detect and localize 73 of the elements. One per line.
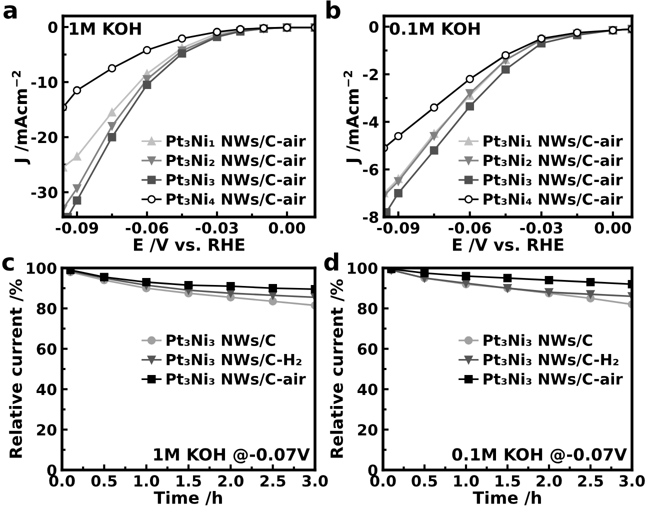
y-tick-label: 40 [36,384,56,396]
y-tick-label: 80 [358,302,378,314]
legend-label: Pt₃Ni₁ NWs/C-air [484,134,623,148]
x-tick-label: 3.0 [302,475,328,487]
x-axis-title: Time /h [154,491,222,506]
x-tick-label: 0.00 [594,222,632,234]
legend-label: Pt₃Ni₃ NWs/C [166,334,276,348]
x-tick-label: 2.5 [260,475,286,487]
y-tick-label: -30 [31,186,58,198]
y-axis-title: J /mAcm$^{−2}$ [344,70,362,165]
x-axis-title: E /V vs. RHE [134,238,244,252]
x-tick-label: 0.0 [49,475,75,487]
y-axis-title: J /mAcm$^{−2}$ [12,70,30,165]
x-tick-label: -0.03 [520,222,562,234]
x-tick-label: -0.09 [56,222,98,234]
y-tick-label: 0 [368,464,378,476]
y-tick-label: 20 [37,424,56,436]
legend-label: Pt₃Ni₄ NWs/C-air [166,193,306,206]
x-tick-label: 0.00 [268,222,306,234]
x-tick-label: -0.06 [448,222,492,234]
y-tick-label: 40 [358,384,378,396]
x-tick-label: -0.06 [126,222,168,234]
x-tick-label: -0.09 [377,222,420,234]
x-tick-label: 0.5 [412,475,437,487]
chart-title: a [4,5,17,19]
y-tick-label: 0 [48,21,58,34]
legend-label: Pt₃Ni₂ NWs/C-air [166,154,306,168]
y-tick-label: -4 [362,116,378,128]
x-tick-label: 2.0 [536,475,562,487]
y-tick-label: -2 [362,68,378,80]
chart-title: b [326,0,340,19]
y-tick-label: 100 [26,262,56,274]
x-tick-label: -0.03 [196,222,238,234]
legend-label: Pt₃Ni₄ NWs/C-air [484,193,623,206]
y-tick-label: -6 [362,164,378,176]
x-tick-label: 1.0 [454,475,479,487]
y-tick-label: 100 [348,262,378,274]
annotation: 0.1M KOH @-0.07V [452,448,627,464]
x-tick-label: 1.5 [496,475,520,487]
legend-label: Pt₃Ni₃ NWs/C-H₂ [484,354,618,367]
y-tick-label: 0 [369,21,378,33]
x-tick-label: 1.5 [176,475,201,487]
y-axis-title: Relative current /% [330,279,344,458]
annotation: 1M KOH [70,22,141,35]
legend-label: Pt₃Ni₃ NWs/C-air [166,372,306,386]
x-axis-title: Time /h [472,491,541,506]
chart-title: c [2,257,14,271]
y-axis-title: Relative current /% [9,279,24,458]
y-tick-label: -20 [31,132,58,144]
y-tick-label: 60 [358,343,378,355]
legend-label: Pt₃Ni₁ NWs/C-air [166,134,306,148]
x-tick-label: 2.0 [218,475,244,487]
y-tick-label: 0 [47,464,56,476]
y-tick-label: -8 [362,211,378,224]
x-axis-title: E /V vs. RHE [453,238,564,252]
x-tick-label: 1.0 [134,475,160,487]
legend-label: Pt₃Ni₃ NWs/C-air [166,174,306,187]
y-tick-label: 60 [36,343,56,355]
legend-label: Pt₃Ni₂ NWs/C-air [484,154,623,168]
y-tick-label: -10 [31,76,58,88]
x-tick-label: 2.5 [578,475,603,487]
x-tick-label: 3.0 [619,475,645,487]
legend-label: Pt₃Ni₃ NWs/C-air [484,174,623,187]
y-tick-label: 20 [358,424,378,436]
x-tick-label: 0.5 [91,475,117,487]
legend-label: Pt₃Ni₃ NWs/C [484,334,592,348]
y-tick-label: 80 [36,302,56,314]
annotation: 0.1M KOH [390,22,480,35]
legend-label: Pt₃Ni₃ NWs/C-H₂ [166,354,302,367]
chart-title: d [324,252,338,271]
annotation: 1M KOH @-0.07V [154,448,310,464]
legend-label: Pt₃Ni₃ NWs/C-air [484,372,623,386]
x-tick-label: 0.0 [370,475,396,487]
